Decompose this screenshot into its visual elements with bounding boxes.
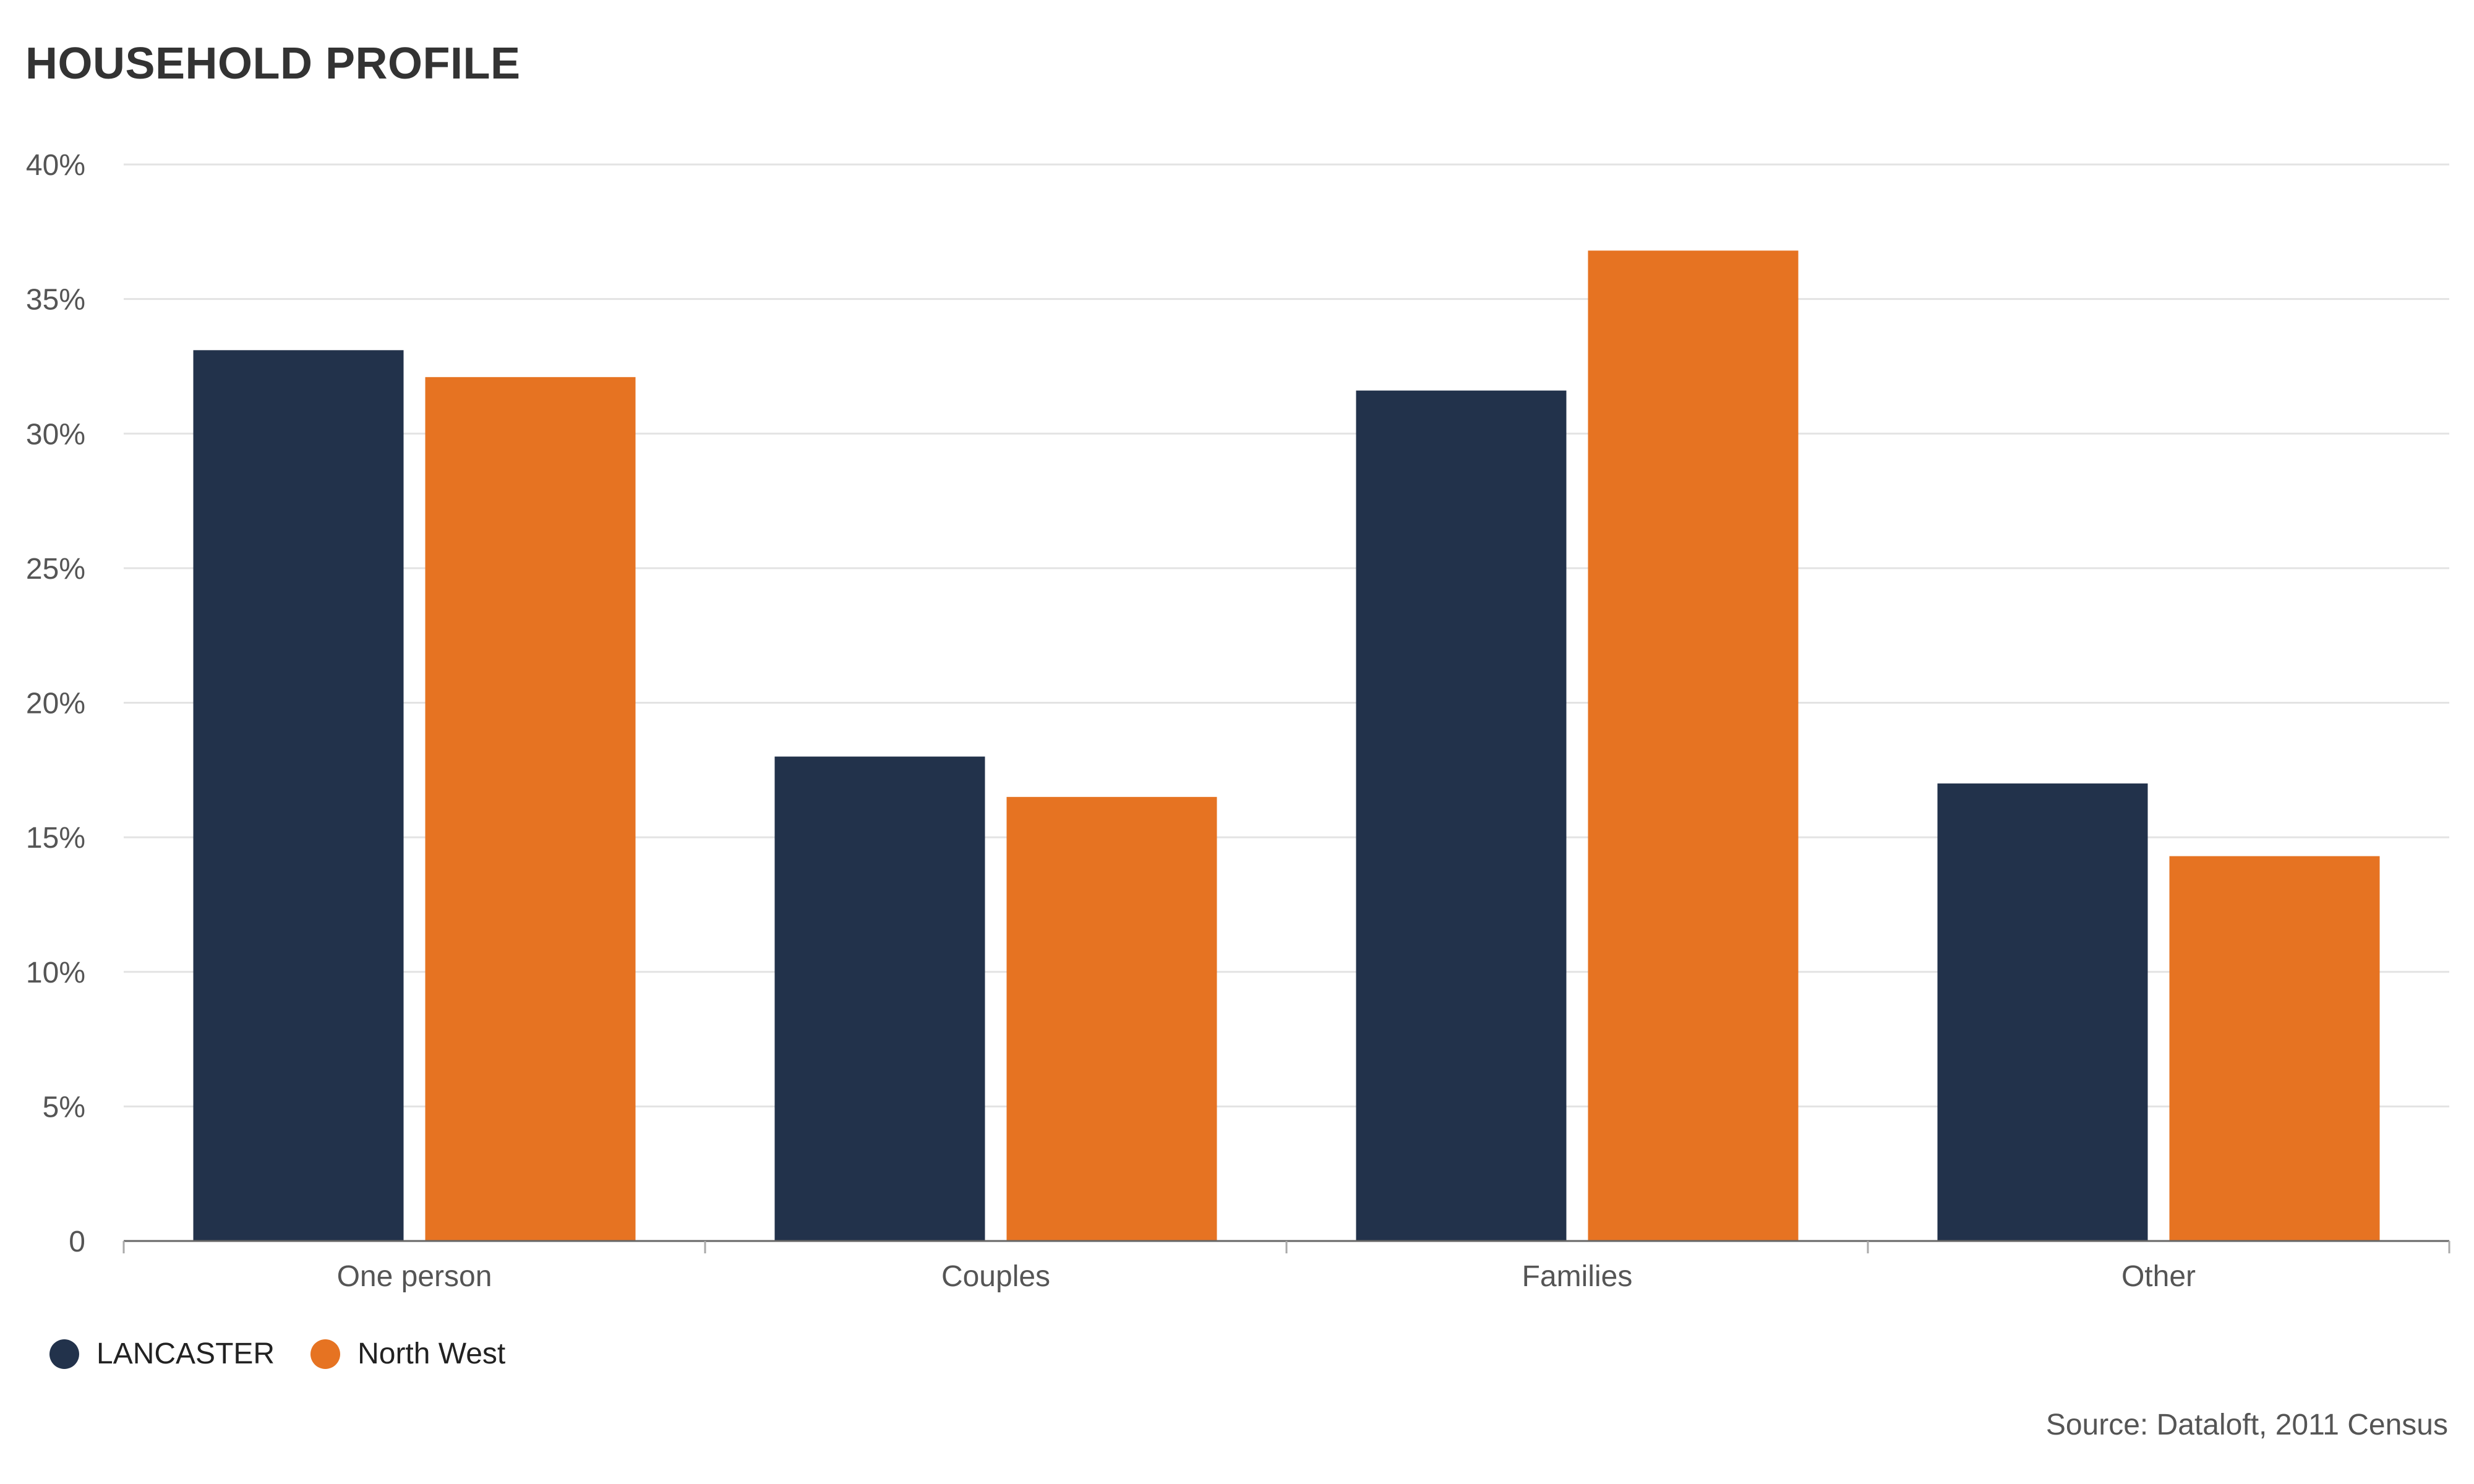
legend-swatch-lancaster [49, 1339, 79, 1369]
y-tick-label: 10% [26, 957, 85, 989]
bar-lancaster-families [1356, 390, 1567, 1241]
y-tick-label: 15% [26, 822, 85, 855]
x-axis-tick-labels: One person Couples Families Other [337, 1260, 2196, 1293]
y-tick-label: 35% [26, 284, 85, 317]
bar-north-west-one-person [425, 377, 636, 1242]
bar-north-west-couples [1006, 796, 1217, 1241]
bar-north-west-families [1588, 250, 1799, 1241]
y-tick-label: 5% [43, 1091, 85, 1124]
y-tick-label: 30% [26, 418, 85, 451]
bars [193, 250, 2380, 1242]
chart-title: HOUSEHOLD PROFILE [25, 39, 521, 88]
x-tick-label: Other [2121, 1260, 2196, 1293]
y-tick-label: 40% [26, 149, 85, 182]
legend-label-north-west: North West [357, 1337, 506, 1370]
x-tick-label: One person [337, 1260, 492, 1293]
bar-lancaster-other [1937, 783, 2148, 1241]
legend-label-lancaster: LANCASTER [96, 1337, 275, 1370]
y-tick-label: 25% [26, 553, 85, 586]
y-tick-label: 0 [69, 1226, 85, 1258]
legend-item-lancaster[interactable]: LANCASTER [49, 1337, 275, 1371]
x-tick-label: Families [1522, 1260, 1633, 1293]
bar-north-west-other [2169, 856, 2380, 1241]
legend: LANCASTER North West [49, 1337, 541, 1371]
legend-item-north-west[interactable]: North West [310, 1337, 505, 1371]
bar-lancaster-couples [774, 756, 985, 1241]
x-axis [122, 1240, 2450, 1253]
legend-swatch-north-west [310, 1339, 341, 1369]
y-tick-label: 20% [26, 688, 85, 720]
bar-lancaster-one-person [193, 350, 404, 1241]
x-tick-label: Couples [941, 1260, 1050, 1293]
source-note: Source: Dataloft, 2011 Census [2045, 1409, 2448, 1441]
y-axis-tick-labels: 0 5% 10% 15% 20% 25% 30% 35% 40% [26, 149, 85, 1258]
